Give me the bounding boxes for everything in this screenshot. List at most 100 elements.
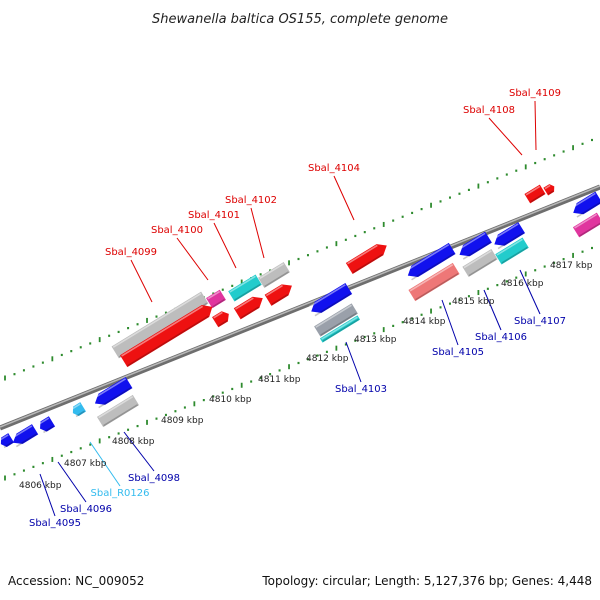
gene-magenta-shine [574, 213, 598, 229]
genome-summary-text: Topology: circular; Length: 5,127,376 bp… [262, 574, 592, 588]
forward-gene-label: Sbal_4108 [463, 105, 515, 116]
gene-gray-blue-body [314, 303, 358, 337]
gene-blue-reverse-body [459, 231, 492, 257]
gene-blue-reverse [492, 222, 526, 250]
gene-labels: Sbal_4099 Sbal_4100 Sbal_4101 Sbal_4102 Sbal… [29, 88, 566, 529]
rna-gene-label-leader [89, 441, 121, 487]
gene-red-forward-shine [544, 184, 551, 190]
ruler-label: 4806 kbp [19, 481, 62, 491]
ruler-label: 4816 kbp [501, 279, 544, 289]
ruler-label: 4811 kbp [258, 375, 301, 385]
gene-cyan [228, 274, 262, 302]
backbone-line [0, 184, 600, 431]
reverse-gene-label-leader [483, 289, 502, 331]
forward-gene-label: Sbal_4104 [308, 163, 360, 174]
reverse-gene-label: Sbal_4096 [60, 504, 112, 515]
gene-red-forward-shine [121, 305, 204, 357]
reverse-gene-label: Sbal_4098 [128, 473, 180, 484]
gene-red-forward-body [120, 305, 213, 368]
gene-magenta-shine [207, 290, 221, 300]
gene-red-forward-shade [127, 315, 210, 367]
gene-gray-body [111, 291, 209, 359]
gene-salmon-shine [409, 263, 454, 292]
gene-blue-reverse-body [0, 433, 14, 447]
gene-blue-reverse-body [573, 191, 600, 215]
gene-blue-reverse [571, 191, 600, 218]
gene-blue-reverse-shine [405, 243, 450, 272]
gene-blue-reverse-shine [92, 378, 127, 400]
gene-magenta-shade [579, 221, 600, 237]
gene-red-forward-shade [548, 190, 554, 195]
gene-gray-shine [259, 263, 285, 280]
gene-salmon-shade [415, 272, 459, 301]
gene-cyan-stripe-body [319, 315, 361, 343]
gene-blue-reverse-shine [38, 417, 50, 425]
gene-cyan-stripe [319, 315, 361, 343]
gene-cyan-shine [229, 275, 256, 293]
gene-cyan-body [495, 237, 529, 265]
ruler-label: 4807 kbp [64, 459, 107, 469]
rna-gene-label: Sbal_R0126 [91, 488, 150, 499]
forward-gene-label: Sbal_4102 [225, 195, 277, 206]
gene-cyan-shade [234, 283, 261, 301]
gene-red-forward [264, 284, 292, 306]
gene-red-forward-shade [218, 319, 228, 327]
gene-blue-reverse-body [311, 282, 353, 313]
gene-gray-blue-shine [315, 304, 352, 328]
gene-blue-reverse [0, 433, 14, 449]
ruler-label: 4809 kbp [161, 416, 204, 426]
gene-blue-reverse-body [407, 242, 456, 277]
gene-gray-body [258, 262, 290, 288]
gene-blue-reverse-shade [15, 433, 38, 448]
forward-gene-label-leader [130, 259, 153, 303]
rna-feature-shade [75, 410, 86, 418]
gene-red-forward-body [543, 184, 555, 196]
gene-red [524, 184, 546, 204]
gene-blue-reverse [309, 282, 353, 317]
gene-cyan-body [228, 274, 262, 302]
gene-features [0, 184, 600, 449]
gene-gray-shade [264, 271, 289, 288]
forward-gene-label-leader [333, 175, 355, 221]
gene-gray [258, 262, 290, 288]
genome-backbone [0, 184, 600, 431]
gene-gray-shade [103, 404, 139, 427]
gene-salmon-body [408, 262, 460, 302]
gene-red-forward-shine [235, 297, 254, 310]
gene-red-forward-body [264, 284, 292, 306]
gene-red-forward-body [345, 244, 387, 275]
gene-blue-reverse-body [494, 222, 526, 246]
gene-gray-blue [314, 303, 358, 337]
gene-gray-body [96, 394, 140, 428]
gene-salmon [408, 262, 460, 302]
ruler-label: 4812 kbp [306, 354, 349, 364]
ruler-label: 4817 kbp [550, 261, 593, 271]
ruler-label: 4808 kbp [112, 437, 155, 447]
reverse-gene-label: Sbal_4095 [29, 518, 81, 529]
gene-gray-blue-shade [320, 312, 357, 336]
ruler-label: 4814 kbp [403, 317, 446, 327]
gene-blue-reverse-shade [576, 201, 600, 218]
reverse-gene-label-leader [123, 431, 155, 472]
gene-blue-reverse [405, 242, 456, 281]
reverse-gene-label-leader [441, 299, 459, 346]
gene-red-forward-shine [265, 284, 283, 297]
map-title: Shewanella baltica OS155, complete genom… [152, 12, 448, 27]
gene-blue-reverse-shade [462, 241, 491, 260]
reverse-gene-label: Sbal_4107 [514, 316, 566, 327]
gene-red-forward [345, 244, 387, 275]
gene-blue-reverse-shine [492, 223, 519, 241]
ruler-labels: 4806 kbp 4807 kbp 4808 kbp 4809 kbp 4810 kbp… [19, 261, 593, 491]
gene-red-forward [120, 305, 213, 368]
gene-blue-reverse [92, 377, 133, 409]
ruler-label: 4813 kbp [354, 335, 397, 345]
gene-gray-shade [468, 258, 497, 277]
gene-cyan-stripe-shine [321, 316, 358, 340]
gene-red-forward [212, 311, 229, 328]
gene-blue-reverse-shade [314, 293, 352, 317]
gene-red-forward-shade [352, 253, 384, 274]
accession-text: Accession: NC_009052 [8, 574, 145, 588]
gene-blue-reverse [10, 424, 39, 448]
rna-feature-body [72, 402, 86, 416]
